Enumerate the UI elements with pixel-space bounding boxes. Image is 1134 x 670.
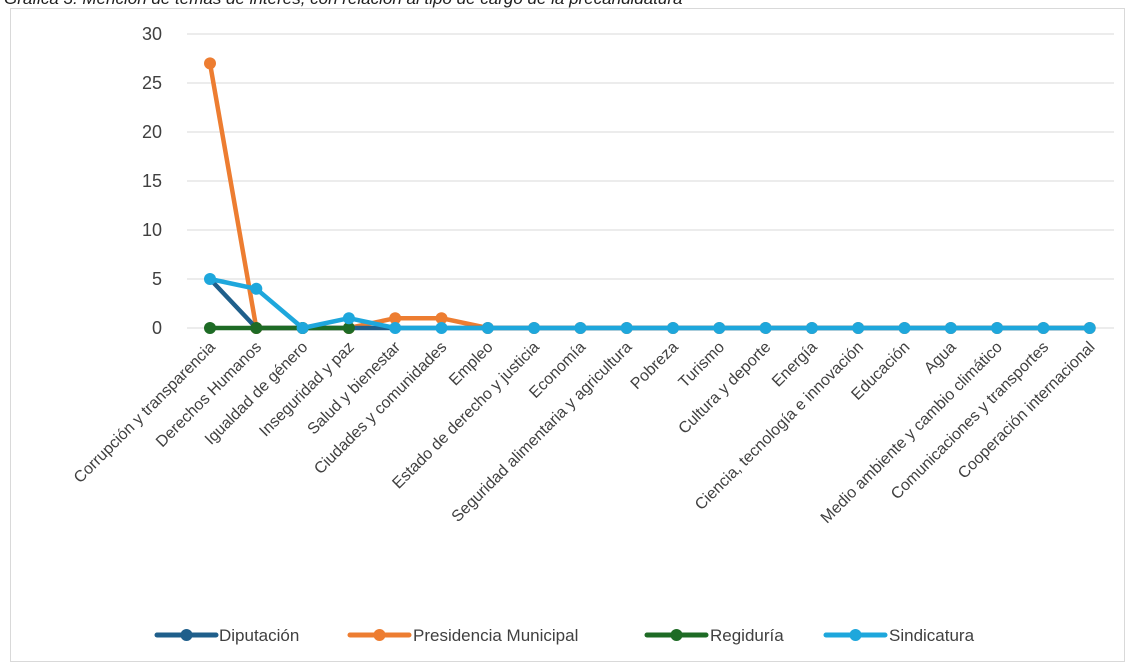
series-line bbox=[207, 276, 1092, 331]
data-point bbox=[528, 322, 541, 334]
legend-item: Sindicatura bbox=[823, 626, 975, 645]
y-tick-label: 10 bbox=[142, 220, 162, 240]
legend-item: Diputación bbox=[154, 626, 299, 645]
series-line bbox=[207, 61, 1092, 331]
data-point bbox=[342, 322, 355, 334]
data-point bbox=[204, 322, 216, 334]
data-point bbox=[435, 312, 448, 325]
legend-label: Sindicatura bbox=[889, 626, 975, 645]
y-axis-ticks: 0 5 10 15 20 25 30 bbox=[142, 24, 162, 338]
legend-label: Presidencia Municipal bbox=[413, 626, 578, 645]
data-point bbox=[296, 322, 309, 334]
data-point bbox=[1083, 322, 1096, 334]
y-tick-label: 0 bbox=[152, 318, 162, 338]
legend-marker bbox=[670, 629, 683, 641]
data-point bbox=[805, 322, 818, 334]
x-tick-label: Agua bbox=[921, 339, 960, 378]
data-point bbox=[713, 322, 726, 334]
y-tick-label: 5 bbox=[152, 269, 162, 289]
data-point bbox=[991, 322, 1004, 334]
y-tick-label: 25 bbox=[142, 73, 162, 93]
data-point bbox=[944, 322, 957, 334]
gridlines bbox=[187, 33, 1114, 329]
legend: Diputación Presidencia Municipal Regiduría… bbox=[154, 626, 975, 645]
data-point bbox=[250, 322, 263, 334]
data-point bbox=[620, 322, 633, 334]
legend-label: Diputación bbox=[219, 626, 299, 645]
data-point bbox=[342, 312, 355, 325]
y-tick-label: 15 bbox=[142, 171, 162, 191]
data-point bbox=[204, 57, 216, 70]
data-point bbox=[667, 322, 679, 334]
data-point bbox=[204, 273, 216, 285]
data-point bbox=[852, 322, 865, 334]
data-point bbox=[759, 322, 772, 334]
series-2 bbox=[204, 57, 1096, 334]
legend-item: Regiduría bbox=[644, 626, 784, 645]
legend-marker bbox=[849, 629, 862, 641]
title-strip: Gráfica 3. Mención de temas de interés, … bbox=[0, 0, 1134, 8]
chart-frame bbox=[10, 8, 1125, 662]
data-point bbox=[574, 322, 587, 334]
data-point bbox=[1037, 322, 1050, 334]
data-point bbox=[481, 322, 494, 334]
y-tick-label: 20 bbox=[142, 122, 162, 142]
series-4 bbox=[204, 273, 1096, 334]
x-tick-label: Ciencia, tecnología e innovación bbox=[692, 339, 867, 514]
data-point bbox=[250, 282, 263, 295]
data-point bbox=[389, 312, 402, 325]
data-point bbox=[389, 322, 402, 334]
series-lines bbox=[204, 57, 1096, 334]
legend-marker bbox=[180, 629, 193, 641]
chart-title: Gráfica 3. Mención de temas de interés, … bbox=[4, 0, 683, 8]
legend-item: Presidencia Municipal bbox=[347, 626, 578, 645]
data-point bbox=[435, 322, 448, 334]
legend-marker bbox=[373, 629, 386, 641]
x-tick-label: Pobreza bbox=[628, 339, 682, 393]
data-point bbox=[898, 322, 911, 334]
legend-label: Regiduría bbox=[710, 626, 784, 645]
y-tick-label: 30 bbox=[142, 24, 162, 44]
